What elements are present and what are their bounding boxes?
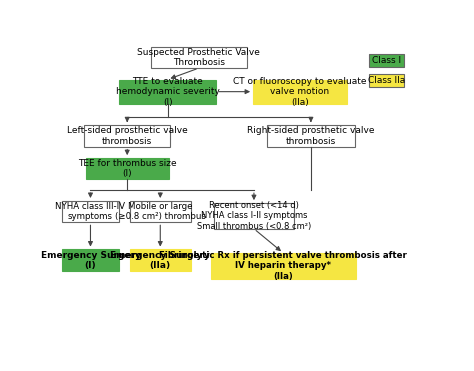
FancyBboxPatch shape	[253, 79, 346, 104]
FancyBboxPatch shape	[130, 201, 191, 222]
Text: NYHA class III-IV
symptoms: NYHA class III-IV symptoms	[55, 202, 126, 221]
FancyBboxPatch shape	[84, 125, 170, 147]
Text: Fibrinolytic Rx if persistent valve thrombosis after
IV heparin therapy*
(IIa): Fibrinolytic Rx if persistent valve thro…	[159, 251, 407, 281]
FancyBboxPatch shape	[62, 201, 119, 222]
Text: TTE to evaluate
hemodynamic severity
(I): TTE to evaluate hemodynamic severity (I)	[116, 77, 219, 106]
FancyBboxPatch shape	[211, 253, 356, 279]
FancyBboxPatch shape	[151, 47, 246, 68]
FancyBboxPatch shape	[119, 79, 216, 104]
Text: Suspected Prosthetic Valve
Thrombosis: Suspected Prosthetic Valve Thrombosis	[137, 48, 260, 67]
Text: TEE for thrombus size
(I): TEE for thrombus size (I)	[78, 159, 176, 178]
Text: Emergency Surgery
(IIa): Emergency Surgery (IIa)	[110, 250, 210, 270]
FancyBboxPatch shape	[213, 203, 294, 229]
FancyBboxPatch shape	[369, 74, 404, 87]
Text: Right-sided prosthetic valve
thrombosis: Right-sided prosthetic valve thrombosis	[247, 126, 374, 146]
Text: Left-sided prosthetic valve
thrombosis: Left-sided prosthetic valve thrombosis	[67, 126, 188, 146]
FancyBboxPatch shape	[267, 125, 355, 147]
Text: Recent onset (<14 d)
NYHA class I-II symptoms
Small thrombus (<0.8 cm²): Recent onset (<14 d) NYHA class I-II sym…	[197, 201, 311, 231]
Text: Class IIa: Class IIa	[367, 76, 405, 85]
FancyBboxPatch shape	[369, 54, 404, 67]
Text: CT or fluoroscopy to evaluate
valve motion
(IIa): CT or fluoroscopy to evaluate valve moti…	[233, 77, 366, 106]
Text: Emergency Surgery
(I): Emergency Surgery (I)	[41, 250, 140, 270]
FancyBboxPatch shape	[62, 249, 119, 271]
Text: Mobile or large
(≥0.8 cm²) thrombus: Mobile or large (≥0.8 cm²) thrombus	[115, 202, 206, 221]
FancyBboxPatch shape	[130, 249, 191, 271]
FancyBboxPatch shape	[86, 158, 169, 180]
Text: Class I: Class I	[372, 56, 401, 65]
